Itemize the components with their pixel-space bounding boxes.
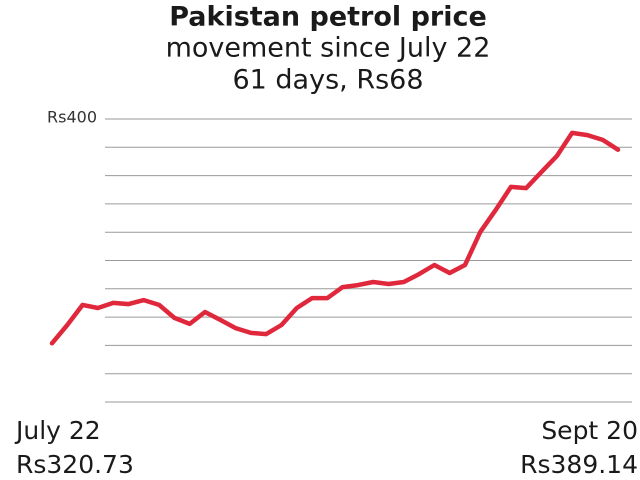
x-tick-label: July 22 (14, 416, 101, 445)
y-tick-label: Rs400 (47, 108, 97, 127)
value-label: Rs389.14 (520, 450, 638, 479)
value-label: Rs320.73 (16, 450, 134, 479)
x-tick-label: Sept 20 (541, 416, 638, 445)
chart-title: Pakistan petrol price (169, 2, 487, 33)
chart-subtitle: movement since July 22 (166, 33, 491, 64)
price-line (49, 130, 621, 346)
chart-subtitle: 61 days, Rs68 (232, 65, 423, 96)
